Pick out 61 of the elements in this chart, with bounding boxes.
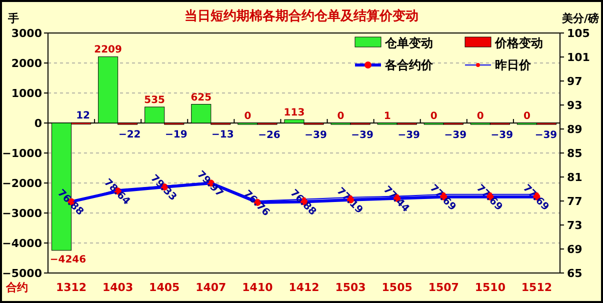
y2-tick-label: 97 bbox=[567, 75, 582, 88]
data-label: −39 bbox=[398, 130, 420, 142]
data-label: 0 bbox=[244, 111, 252, 122]
data-label: −4246 bbox=[50, 254, 86, 266]
legend-label: 各合约价 bbox=[384, 58, 434, 72]
y-axis-title: 手 bbox=[7, 12, 19, 25]
y2-tick-label: 65 bbox=[567, 267, 582, 280]
y-tick-label: −3000 bbox=[2, 207, 42, 220]
y2-tick-label: 77 bbox=[567, 195, 582, 208]
legend-label: 价格变动 bbox=[494, 36, 543, 50]
y2-tick-label: 105 bbox=[567, 27, 590, 40]
data-label: −22 bbox=[118, 130, 141, 141]
y-tick-label: −5000 bbox=[2, 267, 42, 280]
y2-tick-label: 85 bbox=[567, 147, 582, 160]
x-tick-label: 1410 bbox=[242, 281, 274, 294]
data-label: 2209 bbox=[94, 44, 122, 56]
data-label: 12 bbox=[76, 110, 90, 122]
x-tick-label: 1412 bbox=[288, 281, 320, 294]
y-tick-label: −2000 bbox=[2, 177, 42, 190]
x-tick-label: 1512 bbox=[521, 281, 552, 294]
y2-axis-title: 美分/磅 bbox=[560, 12, 599, 25]
data-label: −26 bbox=[258, 130, 280, 141]
x-tick-label: 1507 bbox=[428, 281, 459, 294]
x-tick-label: 1505 bbox=[382, 281, 412, 294]
data-label: 0 bbox=[337, 111, 344, 122]
data-label: 0 bbox=[523, 111, 530, 122]
data-label: −39 bbox=[304, 130, 327, 142]
data-label: 0 bbox=[476, 111, 484, 122]
data-label: 535 bbox=[144, 94, 166, 106]
y-tick-label: −4000 bbox=[2, 237, 42, 250]
legend-label: 昨日价 bbox=[495, 58, 532, 72]
y-tick-label: 3000 bbox=[11, 27, 42, 40]
data-label: −39 bbox=[490, 130, 514, 142]
chart-title: 当日短约期棉各期合约仓单及结算价变动 bbox=[184, 8, 418, 24]
data-label: −39 bbox=[534, 130, 558, 142]
data-label: 625 bbox=[190, 92, 212, 104]
y-tick-label: 1000 bbox=[11, 87, 42, 100]
data-label: 113 bbox=[284, 108, 305, 119]
y-tick-label: −1000 bbox=[2, 147, 42, 160]
data-label: −39 bbox=[444, 130, 467, 142]
y-tick-label: 0 bbox=[34, 117, 42, 130]
y2-tick-label: 93 bbox=[567, 99, 582, 112]
y2-tick-label: 69 bbox=[567, 243, 582, 256]
y2-tick-label: 89 bbox=[567, 123, 582, 136]
data-label: −19 bbox=[164, 130, 188, 141]
y2-tick-label: 81 bbox=[567, 171, 582, 184]
x-tick-label: 1510 bbox=[474, 281, 506, 294]
x-axis-title: 合约 bbox=[5, 281, 28, 294]
data-label: 0 bbox=[430, 111, 438, 122]
data-label: −13 bbox=[212, 129, 234, 140]
x-tick-label: 1403 bbox=[102, 281, 134, 294]
y2-tick-label: 73 bbox=[567, 219, 582, 232]
legend-label: 仓单变动 bbox=[384, 36, 433, 50]
x-tick-label: 1405 bbox=[149, 281, 180, 294]
data-label: −39 bbox=[351, 130, 374, 142]
y-tick-label: 2000 bbox=[11, 57, 42, 70]
data-label: 1 bbox=[384, 110, 391, 122]
x-tick-label: 1503 bbox=[335, 281, 366, 294]
y2-tick-label: 101 bbox=[567, 51, 590, 64]
x-tick-label: 1407 bbox=[196, 281, 226, 294]
x-tick-label: 1312 bbox=[56, 281, 87, 294]
